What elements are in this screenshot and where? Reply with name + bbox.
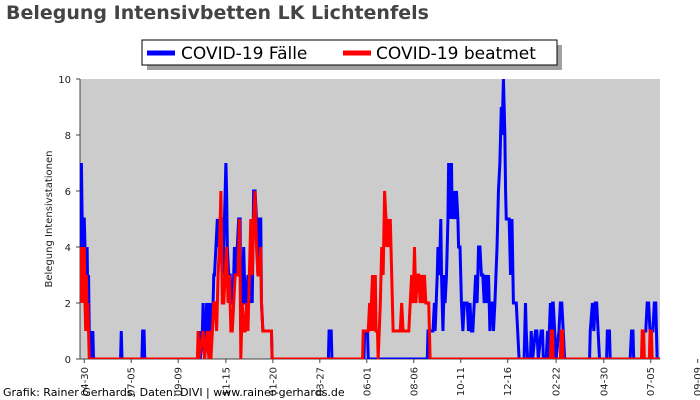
- y-tick-label: 8: [65, 131, 71, 142]
- x-tick-label: 07-05: [646, 367, 657, 396]
- y-tick-label: 6: [65, 187, 71, 198]
- y-tick-label: 10: [58, 75, 71, 86]
- x-tick-label: 10-11: [456, 367, 467, 396]
- x-tick-label: 04-30: [80, 367, 91, 396]
- x-tick-label: 07-05: [127, 367, 138, 396]
- credit-footer: Grafik: Rainer Gerhards, Daten: DIVI | w…: [3, 386, 345, 399]
- x-tick-label: 09-09: [174, 367, 185, 396]
- y-axis: 0 2 4 6 8 10: [58, 75, 81, 366]
- x-tick-label: 06-01: [362, 367, 373, 396]
- series-line-beatmet: [80, 190, 660, 359]
- x-tick-label: 01-20: [268, 367, 279, 396]
- x-tick-label: 12-16: [503, 367, 514, 396]
- x-tick-label: 03-27: [315, 367, 326, 396]
- legend-label-faelle: COVID-19 Fälle: [181, 44, 307, 64]
- x-tick-label: 02-22: [552, 367, 563, 396]
- chart-title: Belegung Intensivbetten LK Lichtenfels: [6, 2, 429, 24]
- x-tick-label: 09-09: [693, 367, 700, 396]
- series-layer: [80, 79, 660, 359]
- y-tick-label: 4: [65, 243, 71, 254]
- y-axis-label: Belegung Intensivstationen: [44, 150, 55, 287]
- y-tick-label: 2: [65, 299, 71, 310]
- legend: COVID-19 Fälle COVID-19 beatmet: [141, 39, 562, 70]
- x-tick-label: 08-06: [409, 367, 420, 396]
- legend-label-beatmet: COVID-19 beatmet: [376, 44, 536, 64]
- y-tick-label: 0: [65, 355, 71, 366]
- x-tick-label: 11-15: [221, 367, 232, 396]
- x-tick-label: 04-30: [599, 367, 610, 396]
